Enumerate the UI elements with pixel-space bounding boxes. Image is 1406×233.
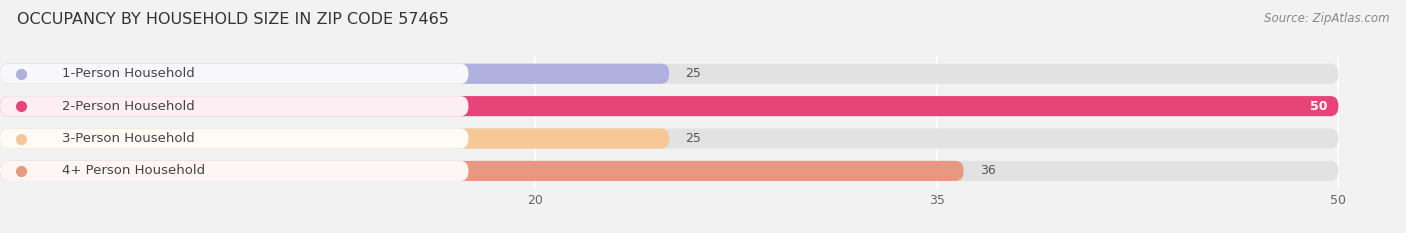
Text: 50: 50	[1310, 100, 1327, 113]
Text: 2-Person Household: 2-Person Household	[62, 100, 194, 113]
FancyBboxPatch shape	[0, 64, 1339, 84]
FancyBboxPatch shape	[0, 96, 468, 116]
Text: 36: 36	[980, 164, 995, 177]
FancyBboxPatch shape	[0, 161, 963, 181]
Text: 25: 25	[685, 67, 702, 80]
FancyBboxPatch shape	[0, 128, 669, 149]
FancyBboxPatch shape	[0, 128, 1339, 149]
Text: OCCUPANCY BY HOUSEHOLD SIZE IN ZIP CODE 57465: OCCUPANCY BY HOUSEHOLD SIZE IN ZIP CODE …	[17, 12, 449, 27]
Text: 4+ Person Household: 4+ Person Household	[62, 164, 205, 177]
FancyBboxPatch shape	[0, 64, 669, 84]
Text: 1-Person Household: 1-Person Household	[62, 67, 194, 80]
Text: 25: 25	[685, 132, 702, 145]
FancyBboxPatch shape	[0, 128, 468, 149]
FancyBboxPatch shape	[0, 161, 1339, 181]
Text: 3-Person Household: 3-Person Household	[62, 132, 194, 145]
Text: Source: ZipAtlas.com: Source: ZipAtlas.com	[1264, 12, 1389, 25]
FancyBboxPatch shape	[0, 96, 1339, 116]
FancyBboxPatch shape	[0, 161, 468, 181]
FancyBboxPatch shape	[0, 64, 468, 84]
FancyBboxPatch shape	[0, 96, 1339, 116]
